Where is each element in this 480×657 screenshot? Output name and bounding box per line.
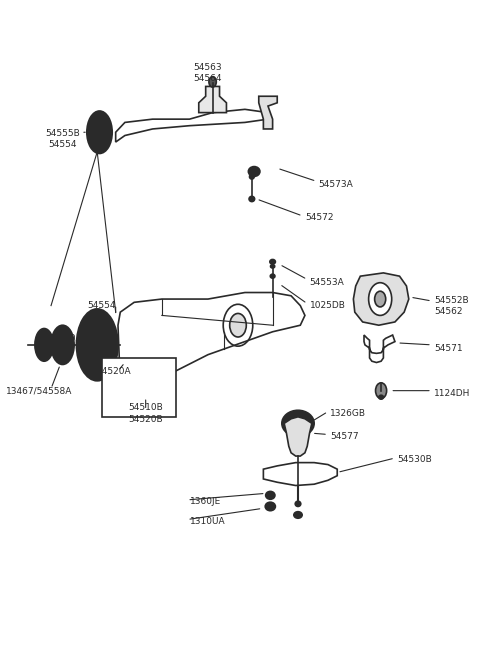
Polygon shape [116, 109, 268, 142]
Ellipse shape [80, 315, 115, 374]
Ellipse shape [295, 501, 301, 507]
Ellipse shape [270, 260, 276, 264]
Ellipse shape [57, 335, 68, 355]
Ellipse shape [294, 512, 302, 518]
Polygon shape [353, 273, 409, 325]
Polygon shape [259, 97, 277, 129]
Text: 54563
54564: 54563 54564 [193, 63, 222, 83]
Ellipse shape [35, 328, 53, 361]
Ellipse shape [249, 196, 254, 202]
Ellipse shape [91, 335, 103, 355]
Ellipse shape [379, 396, 384, 399]
Ellipse shape [39, 336, 49, 353]
Polygon shape [364, 335, 395, 363]
Circle shape [230, 313, 246, 337]
Text: 54572: 54572 [305, 213, 334, 222]
Text: 54552B
54562: 54552B 54562 [434, 296, 469, 315]
Circle shape [369, 283, 392, 315]
Circle shape [209, 77, 216, 87]
Text: 1025DB: 1025DB [310, 301, 346, 310]
Ellipse shape [84, 324, 110, 366]
Circle shape [374, 291, 386, 307]
Polygon shape [284, 417, 312, 456]
Text: 1326GB: 1326GB [330, 409, 366, 418]
Text: 54530B: 54530B [397, 455, 432, 464]
Text: 54550A: 54550A [48, 334, 82, 343]
Ellipse shape [250, 174, 254, 179]
Circle shape [375, 383, 386, 399]
Polygon shape [118, 292, 305, 391]
Ellipse shape [266, 491, 275, 499]
Text: 54573A: 54573A [319, 180, 354, 189]
Ellipse shape [271, 265, 275, 268]
Text: 1360JE: 1360JE [190, 497, 221, 507]
Ellipse shape [287, 414, 310, 432]
Ellipse shape [88, 330, 106, 359]
Ellipse shape [252, 169, 257, 174]
Text: 54571: 54571 [434, 344, 463, 353]
Ellipse shape [91, 119, 108, 145]
Ellipse shape [76, 309, 118, 381]
FancyBboxPatch shape [102, 358, 176, 417]
Ellipse shape [265, 502, 276, 510]
Text: 54577: 54577 [330, 432, 359, 441]
Text: 54510B
54520B: 54510B 54520B [128, 403, 163, 424]
Ellipse shape [96, 126, 103, 138]
Ellipse shape [87, 111, 112, 154]
Ellipse shape [270, 274, 275, 278]
Ellipse shape [248, 167, 260, 176]
Ellipse shape [282, 410, 314, 436]
Polygon shape [264, 463, 337, 486]
Polygon shape [199, 87, 227, 112]
Text: 54554: 54554 [87, 301, 116, 310]
Ellipse shape [51, 325, 74, 365]
Text: 54555B
54554: 54555B 54554 [45, 129, 80, 149]
Text: 54553A: 54553A [310, 278, 344, 287]
Text: 1124DH: 1124DH [434, 390, 470, 398]
Text: 54557: 54557 [81, 321, 109, 330]
Text: 1310UA: 1310UA [190, 517, 225, 526]
Text: 54520A: 54520A [96, 367, 131, 376]
Text: 13467/54558A: 13467/54558A [6, 386, 72, 395]
